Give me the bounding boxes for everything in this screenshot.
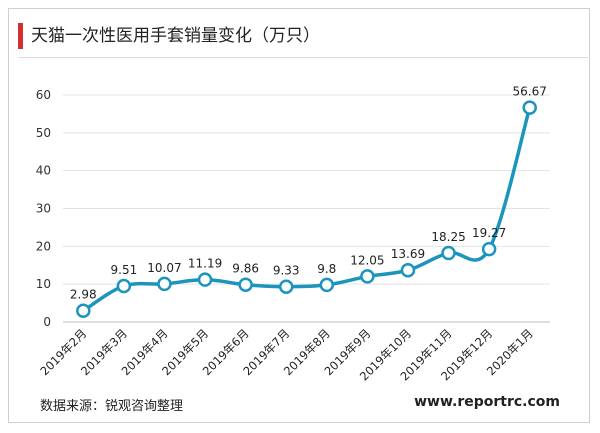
y-tick-label: 40 <box>36 164 51 178</box>
data-label: 13.69 <box>391 247 425 261</box>
y-tick-label: 0 <box>43 315 51 329</box>
y-tick-label: 20 <box>36 239 51 253</box>
data-point <box>400 262 416 278</box>
data-point <box>157 276 172 292</box>
data-label: 2.98 <box>70 288 97 302</box>
data-label: 19.27 <box>472 226 506 240</box>
data-label: 9.8 <box>317 262 336 276</box>
data-point <box>481 241 497 257</box>
data-label: 9.33 <box>273 264 300 278</box>
series-line <box>82 107 532 313</box>
data-source: 数据来源：锐观咨询整理 <box>40 399 184 414</box>
title-accent-bar <box>18 23 23 49</box>
data-point <box>278 279 294 294</box>
data-label: 18.25 <box>431 230 465 244</box>
data-label: 9.86 <box>232 262 259 276</box>
y-tick-label: 10 <box>36 277 51 291</box>
chart-frame: 天猫一次性医用手套销量变化（万只） <box>8 8 590 423</box>
data-point <box>441 245 456 261</box>
data-point <box>197 272 213 287</box>
data-point <box>360 269 375 284</box>
data-point <box>238 277 253 292</box>
data-label: 56.67 <box>513 85 547 99</box>
y-tick-label: 60 <box>36 88 51 102</box>
title-divider <box>18 57 588 58</box>
data-label: 9.51 <box>111 263 138 277</box>
data-point <box>522 100 537 115</box>
data-point <box>319 277 335 293</box>
y-tick-label: 30 <box>36 202 51 216</box>
data-point <box>116 278 132 294</box>
chart-title: 天猫一次性医用手套销量变化（万只） <box>31 26 320 46</box>
data-label: 10.07 <box>147 261 181 275</box>
data-label: 12.05 <box>350 253 384 267</box>
data-label: 11.19 <box>188 257 222 271</box>
site-url: www.reportrc.com <box>414 394 560 410</box>
y-tick-label: 50 <box>36 126 51 140</box>
data-point <box>76 303 91 318</box>
